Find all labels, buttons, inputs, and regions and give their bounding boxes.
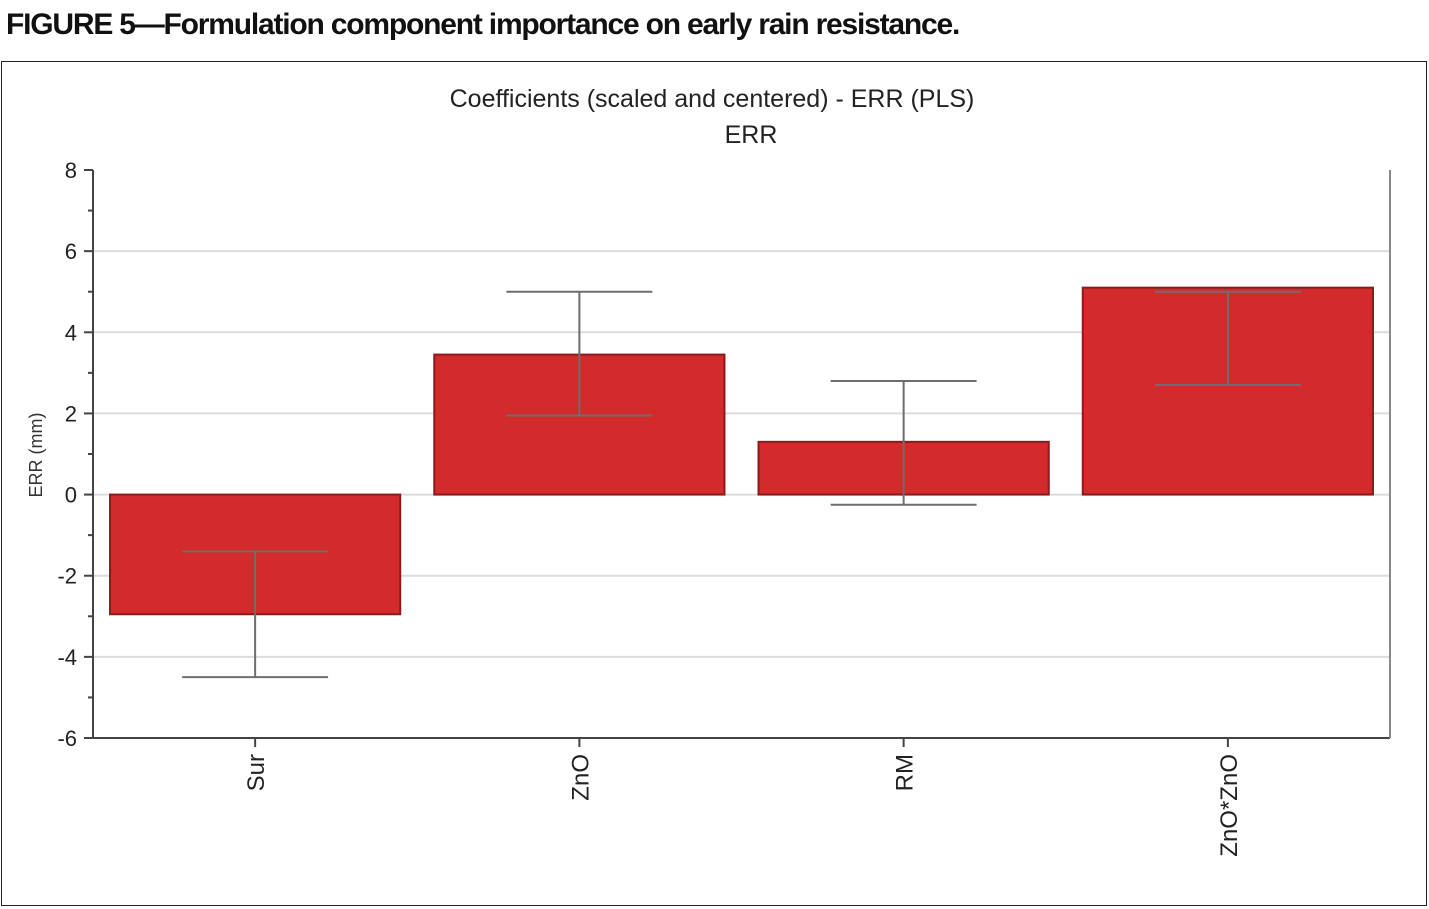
x-tick-label: RM	[892, 754, 919, 791]
y-tick-label: 2	[65, 401, 77, 426]
chart-subtitle: ERR	[725, 121, 778, 149]
figure-caption: FIGURE 5—Formulation component importanc…	[6, 8, 960, 41]
y-tick-label: 4	[65, 320, 77, 345]
y-tick-label: -6	[57, 726, 77, 751]
y-tick-label: -2	[57, 564, 77, 589]
x-tick-label: Sur	[243, 754, 270, 791]
y-tick-label: 8	[65, 158, 77, 183]
y-axis-label: ERR (mm)	[26, 413, 46, 498]
x-tick-label: ZnO*ZnO	[1216, 754, 1243, 857]
chart-title: Coefficients (scaled and centered) - ERR…	[450, 85, 975, 113]
x-tick-label: ZnO	[567, 754, 594, 801]
y-tick-label: -4	[57, 645, 77, 670]
y-tick-label: 0	[65, 483, 77, 508]
y-tick-label: 6	[65, 239, 77, 264]
chart-frame	[1, 61, 1427, 906]
